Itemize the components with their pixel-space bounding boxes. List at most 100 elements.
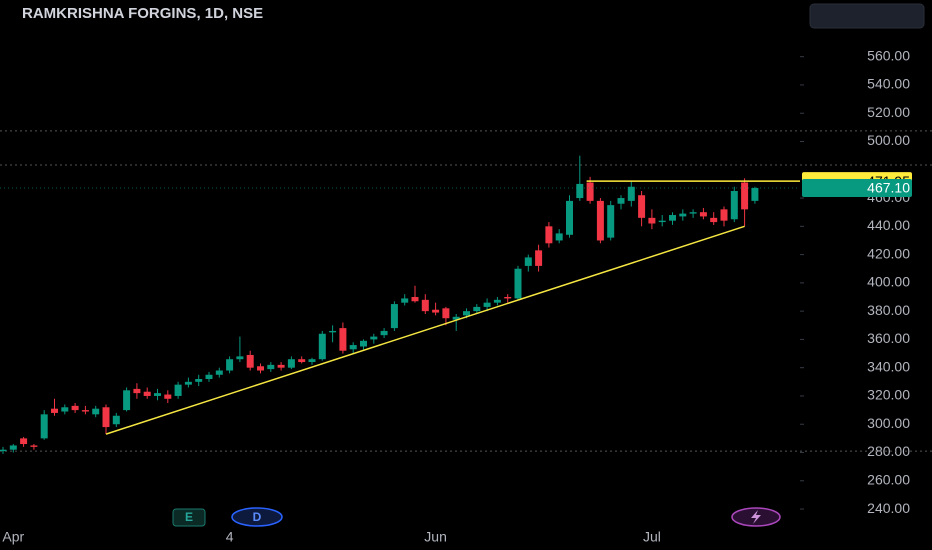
candle-body	[524, 257, 532, 266]
price-label-bg	[802, 179, 912, 198]
candle-body	[370, 336, 378, 340]
candle-body	[545, 226, 553, 244]
candle-body	[287, 359, 295, 368]
candle-body	[638, 195, 646, 218]
candle-body	[61, 407, 69, 412]
y-tick-label: 500.00	[867, 132, 910, 148]
candle-body	[720, 209, 728, 221]
candle-body	[298, 359, 306, 363]
candle-body	[277, 364, 285, 368]
dividend-badge	[231, 507, 283, 527]
price-label: 467.10	[867, 180, 910, 196]
y-tick-label: 300.00	[867, 415, 910, 431]
candle-body	[112, 415, 120, 425]
candle-body	[596, 200, 604, 241]
candle-body	[0, 449, 7, 452]
candle-body	[40, 414, 48, 439]
candle-body	[380, 330, 388, 336]
chart-title: RAMKRISHNA FORGINS, 1D, NSE	[22, 5, 263, 22]
candle-body	[123, 390, 131, 411]
candle-body	[133, 388, 141, 394]
candle-body	[566, 200, 573, 235]
candle-body	[432, 309, 440, 313]
candle-body	[689, 212, 697, 214]
candle-body	[617, 198, 625, 204]
candle-body	[339, 328, 347, 351]
earnings-badge	[172, 508, 206, 527]
badge-label: D	[253, 510, 262, 524]
x-tick-label: 4	[226, 529, 234, 545]
candle-body	[215, 370, 223, 375]
candle-body	[699, 212, 707, 217]
candle-body	[442, 308, 450, 319]
candle-body	[627, 186, 635, 201]
candle-body	[514, 268, 522, 299]
candle-body	[246, 354, 254, 368]
y-tick-label: 280.00	[867, 443, 910, 459]
y-tick-label: 520.00	[867, 104, 910, 120]
candle-body	[669, 215, 676, 221]
candle-body	[9, 445, 17, 450]
y-tick-label: 560.00	[867, 47, 910, 63]
candle-body	[360, 340, 367, 347]
candle-body	[730, 190, 738, 220]
candle-body	[318, 333, 326, 360]
candle-body	[710, 217, 718, 223]
candle-body	[411, 297, 419, 302]
y-tick-label: 400.00	[867, 274, 910, 290]
candle-body	[184, 381, 192, 385]
toolbar-button[interactable]	[809, 3, 925, 29]
y-tick-label: 440.00	[867, 217, 910, 233]
candle-body	[154, 393, 161, 396]
x-tick-label: Apr	[2, 529, 24, 545]
candle-body	[143, 391, 151, 396]
y-tick-label: 360.00	[867, 330, 910, 346]
event-marker[interactable]: D	[231, 507, 283, 527]
candle-body	[30, 445, 38, 447]
candle-body	[483, 302, 491, 307]
candle-body	[658, 220, 666, 223]
candle-body	[504, 297, 512, 299]
y-tick-label: 320.00	[867, 387, 910, 403]
trendline	[105, 225, 745, 435]
candle-body	[51, 408, 58, 413]
candle-body	[205, 374, 213, 380]
candle-body	[174, 384, 182, 396]
candle-body	[452, 316, 460, 320]
candle-body	[463, 311, 470, 316]
lightning-icon	[751, 510, 761, 524]
event-marker[interactable]: E	[172, 508, 206, 527]
candle-body	[535, 250, 543, 266]
badge-label: E	[185, 510, 193, 524]
candle-body	[390, 304, 398, 329]
y-tick-label: 540.00	[867, 76, 910, 92]
candle-body	[493, 299, 501, 303]
candle-body	[586, 182, 594, 201]
y-tick-label: 260.00	[867, 471, 910, 487]
y-tick-label: 240.00	[867, 500, 910, 516]
candle-body	[555, 233, 563, 241]
candle-body	[421, 299, 429, 312]
candle-body	[751, 188, 759, 201]
candle-body	[648, 217, 656, 224]
candle-body	[102, 407, 110, 428]
event-marker[interactable]	[731, 507, 781, 527]
candle-body	[473, 306, 481, 312]
candle-body	[308, 359, 316, 363]
candle-body	[236, 356, 244, 360]
candle-body	[20, 438, 28, 445]
candle-body	[267, 364, 275, 370]
candle-body	[226, 359, 234, 371]
candle-body	[679, 213, 687, 217]
candle-body	[329, 330, 337, 333]
candle-body	[257, 366, 264, 371]
candle-body	[81, 410, 89, 412]
candle-body	[576, 183, 584, 199]
candle-body	[164, 394, 172, 399]
y-tick-label: 380.00	[867, 302, 910, 318]
candle-body	[741, 182, 749, 210]
candle-body	[607, 205, 615, 238]
